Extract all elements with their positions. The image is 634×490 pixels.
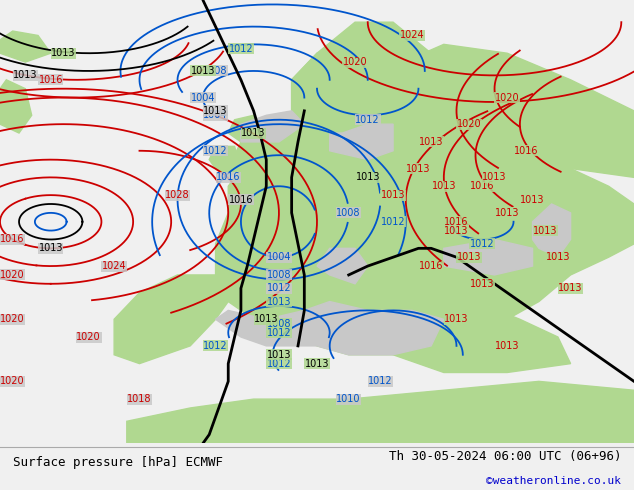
Text: 1013: 1013 xyxy=(267,350,291,360)
Text: 1028: 1028 xyxy=(165,190,190,200)
Text: 1012: 1012 xyxy=(267,283,291,293)
Text: 1013: 1013 xyxy=(521,195,545,204)
Text: 1012: 1012 xyxy=(470,239,494,249)
Text: 1013: 1013 xyxy=(444,225,469,236)
Text: 1016: 1016 xyxy=(229,195,253,204)
Polygon shape xyxy=(317,248,368,284)
Text: 1013: 1013 xyxy=(457,252,481,262)
Text: 1013: 1013 xyxy=(204,106,228,116)
Polygon shape xyxy=(235,124,285,177)
Text: 1013: 1013 xyxy=(482,172,507,182)
Polygon shape xyxy=(342,44,431,124)
Text: 1013: 1013 xyxy=(51,48,75,58)
Text: 1016: 1016 xyxy=(470,181,494,191)
Polygon shape xyxy=(298,128,330,160)
Text: 1012: 1012 xyxy=(204,341,228,351)
Text: 1016: 1016 xyxy=(216,172,240,182)
Text: Surface pressure [hPa] ECMWF: Surface pressure [hPa] ECMWF xyxy=(13,456,223,468)
Polygon shape xyxy=(127,381,634,443)
Text: 1013: 1013 xyxy=(254,314,278,324)
Text: 1008: 1008 xyxy=(267,318,291,329)
Polygon shape xyxy=(355,275,571,372)
Polygon shape xyxy=(330,124,393,160)
Polygon shape xyxy=(241,111,304,142)
Polygon shape xyxy=(114,275,228,364)
Text: 1004: 1004 xyxy=(267,252,291,262)
Text: 1013: 1013 xyxy=(495,341,519,351)
Text: 1020: 1020 xyxy=(77,332,101,342)
Polygon shape xyxy=(228,115,266,147)
Text: 1008: 1008 xyxy=(337,208,361,218)
Text: 1020: 1020 xyxy=(1,270,25,280)
Text: 1020: 1020 xyxy=(1,314,25,324)
Text: 1013: 1013 xyxy=(381,190,405,200)
Polygon shape xyxy=(317,266,368,337)
Text: 1013: 1013 xyxy=(444,314,469,324)
Polygon shape xyxy=(533,204,571,257)
Text: 1012: 1012 xyxy=(356,115,380,125)
Text: 1008: 1008 xyxy=(267,270,291,280)
Text: 1016: 1016 xyxy=(444,217,469,227)
Text: 1013: 1013 xyxy=(39,244,63,253)
Text: 1012: 1012 xyxy=(267,328,291,338)
Polygon shape xyxy=(368,44,634,177)
Polygon shape xyxy=(330,124,412,160)
Text: 1013: 1013 xyxy=(432,181,456,191)
Text: 1010: 1010 xyxy=(337,394,361,404)
Text: 1012: 1012 xyxy=(381,217,405,227)
Text: 1013: 1013 xyxy=(559,283,583,293)
Text: ©weatheronline.co.uk: ©weatheronline.co.uk xyxy=(486,476,621,486)
Text: 1013: 1013 xyxy=(267,296,291,307)
Polygon shape xyxy=(216,124,634,355)
Text: 1013: 1013 xyxy=(242,128,266,138)
Text: 1013: 1013 xyxy=(305,359,329,368)
Polygon shape xyxy=(216,301,444,355)
Text: 1013: 1013 xyxy=(406,164,430,173)
Text: 1020: 1020 xyxy=(343,57,367,67)
Text: 1013: 1013 xyxy=(356,172,380,182)
Text: 1016: 1016 xyxy=(514,146,538,156)
Polygon shape xyxy=(0,31,51,62)
Text: 1024: 1024 xyxy=(102,261,126,271)
Polygon shape xyxy=(209,147,241,177)
Text: 1016: 1016 xyxy=(419,261,443,271)
Text: 1016: 1016 xyxy=(39,75,63,85)
Text: 1012: 1012 xyxy=(204,146,228,156)
Text: 1020: 1020 xyxy=(457,119,481,129)
Text: 1012: 1012 xyxy=(368,376,392,387)
Text: 1020: 1020 xyxy=(1,376,25,387)
Text: 1013: 1013 xyxy=(419,137,443,147)
Text: 1020: 1020 xyxy=(495,93,519,102)
Text: 1004: 1004 xyxy=(191,93,215,102)
Text: 1013: 1013 xyxy=(470,279,494,289)
Text: 1012: 1012 xyxy=(229,44,253,54)
Text: 1013: 1013 xyxy=(13,71,37,80)
Text: 1013: 1013 xyxy=(495,208,519,218)
Polygon shape xyxy=(0,80,32,133)
Text: 1013: 1013 xyxy=(533,225,557,236)
Polygon shape xyxy=(444,240,533,275)
Text: 1013: 1013 xyxy=(546,252,570,262)
Text: 1016: 1016 xyxy=(1,234,25,245)
Text: 1024: 1024 xyxy=(400,30,424,41)
Polygon shape xyxy=(292,53,368,133)
Text: 1013: 1013 xyxy=(191,66,215,76)
Text: Th 30-05-2024 06:00 UTC (06+96): Th 30-05-2024 06:00 UTC (06+96) xyxy=(389,450,621,463)
Text: 1004: 1004 xyxy=(204,110,228,121)
Text: 1008: 1008 xyxy=(204,66,228,76)
Polygon shape xyxy=(292,22,431,133)
Text: 1018: 1018 xyxy=(127,394,152,404)
Text: 1012: 1012 xyxy=(267,359,291,368)
